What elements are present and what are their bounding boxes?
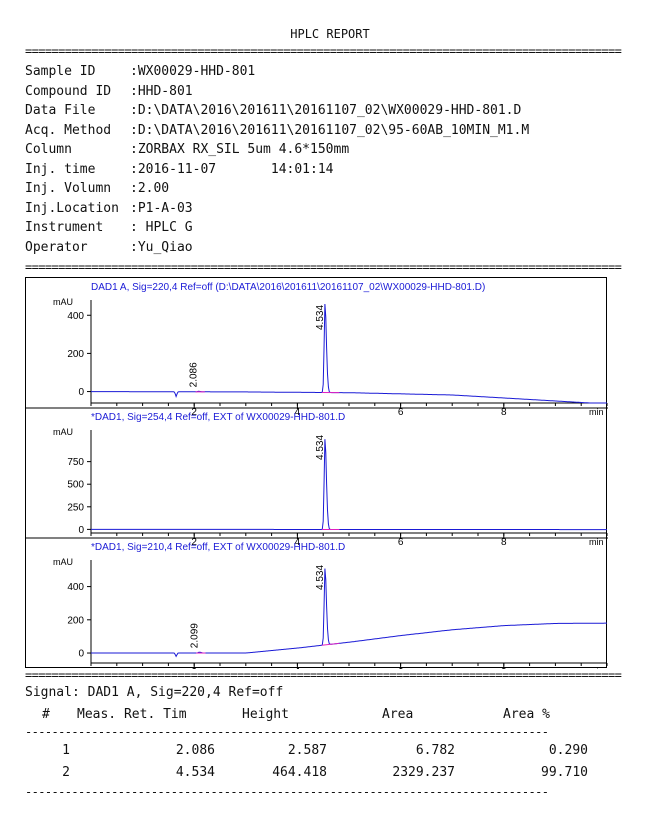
signal-trace — [91, 568, 607, 658]
signal-line: Signal: DAD1 A, Sig=220,4 Ref=off — [25, 685, 284, 700]
signal-trace — [91, 303, 607, 404]
y-axis-label: mAU — [53, 557, 73, 567]
y-axis-label: mAU — [53, 297, 73, 307]
header-ret-time: Meas. Ret. Tim — [77, 707, 187, 722]
sample-info-value: :HHD-801 — [130, 83, 193, 99]
sample-info-label: Compound ID — [25, 83, 112, 99]
x-tick-label: 6 — [398, 407, 404, 418]
y-tick-label: 0 — [78, 525, 84, 536]
sample-info-value: : HPLC G — [130, 220, 193, 235]
sample-info-row: Inj. time :2016-11-07 14:01:14 — [25, 162, 334, 177]
separator-bottom: ========================================… — [25, 668, 622, 682]
table-cell-area-pct: 0.290 — [548, 743, 588, 758]
y-axis-label: mAU — [53, 427, 73, 437]
chart-title: *DAD1, Sig=254,4 Ref=off, EXT of WX00029… — [91, 412, 345, 423]
sample-info-label: Inj. Volumn — [25, 181, 112, 196]
x-tick-label: 2 — [191, 407, 197, 418]
sample-info-label: Operator — [25, 239, 88, 255]
sample-info-value: :2016-11-07 14:01:14 — [130, 161, 334, 177]
x-tick-label: 6 — [398, 667, 404, 669]
chromatogram-frame: DAD1 A, Sig=220,4 Ref=off (D:\DATA\2016\… — [25, 277, 608, 669]
y-tick-label: 500 — [67, 480, 84, 491]
table-cell-height: 2.587 — [287, 743, 327, 758]
x-tick-label: 4 — [295, 667, 301, 669]
header-area-pct: Area % — [503, 707, 550, 722]
header-area: Area — [382, 707, 414, 722]
x-tick-label: 2 — [191, 667, 197, 669]
table-cell-area-pct: 99.710 — [541, 765, 588, 780]
sample-info-value: :Yu_Qiao — [130, 239, 193, 255]
separator-top: ========================================… — [25, 44, 622, 58]
table-cell-height: 464.418 — [272, 765, 327, 780]
x-tick-label: 8 — [501, 537, 507, 548]
sample-info-label: Sample ID — [25, 64, 96, 79]
sample-info-value: :D:\DATA\2016\201611\20161107_02\95-60AB… — [130, 122, 530, 138]
y-tick-label: 200 — [67, 615, 84, 626]
x-axis-label: min — [589, 667, 604, 669]
peak-label: 2.086 — [189, 362, 200, 387]
chart-title: *DAD1, Sig=210,4 Ref=off, EXT of WX00029… — [91, 542, 345, 553]
x-axis-label: min — [589, 407, 604, 417]
sample-info-value: :P1-A-03 — [130, 200, 193, 216]
sample-info-label: Inj. time — [25, 161, 96, 177]
sample-info-row: Sample ID :WX00029-HHD-801 — [25, 64, 255, 79]
y-tick-label: 250 — [67, 502, 84, 513]
table-cell-area: 6.782 — [415, 743, 455, 758]
sample-info-row: Acq. Method :D:\DATA\2016\201611\20161107… — [25, 123, 529, 138]
sample-info-label: Acq. Method — [25, 122, 112, 138]
integration-baseline — [321, 642, 340, 646]
header-num: # — [42, 707, 50, 722]
y-tick-label: 400 — [67, 582, 84, 593]
sample-info-value: :ZORBAX RX_SIL 5um 4.6*150mm — [130, 142, 350, 157]
table-cell-num: 1 — [62, 743, 70, 758]
sample-info-label: Instrument — [25, 220, 104, 235]
sample-info-row: Data File :D:\DATA\2016\201611\20161107_0… — [25, 103, 521, 118]
sample-info-row: Compound ID :HHD-801 — [25, 84, 193, 99]
table-cell-rt: 2.086 — [175, 743, 215, 758]
x-tick-label: 8 — [501, 407, 507, 418]
y-tick-label: 0 — [78, 387, 84, 398]
header-height: Height — [242, 707, 289, 722]
peak-label: 4.534 — [315, 435, 326, 460]
x-tick-label: 8 — [501, 667, 507, 669]
x-tick-label: 2 — [191, 537, 197, 548]
y-tick-label: 750 — [67, 457, 84, 468]
table-cell-area: 2329.237 — [392, 765, 455, 780]
y-tick-label: 0 — [78, 649, 84, 660]
x-tick-label: 4 — [295, 537, 301, 548]
chromatograms: DAD1 A, Sig=220,4 Ref=off (D:\DATA\2016\… — [26, 282, 608, 669]
table-separator-bottom: ----------------------------------------… — [25, 785, 549, 799]
sample-info-label: Inj.Location — [25, 200, 119, 216]
report-title: HPLC REPORT — [290, 27, 370, 41]
peak-label: 4.534 — [315, 565, 326, 590]
table-separator-top: ----------------------------------------… — [25, 725, 549, 739]
chart-title: DAD1 A, Sig=220,4 Ref=off (D:\DATA\2016\… — [91, 282, 485, 293]
sample-info-row: Operator :Yu_Qiao — [25, 240, 193, 255]
sample-info-value: :2.00 — [130, 181, 170, 196]
y-tick-label: 200 — [67, 349, 84, 360]
x-axis-label: min — [589, 537, 604, 547]
sample-info-row: Column :ZORBAX RX_SIL 5um 4.6*150mm — [25, 142, 349, 157]
sample-info-value: :D:\DATA\2016\201611\20161107_02\WX00029… — [130, 103, 522, 118]
sample-info-row: Inj.Location :P1-A-03 — [25, 201, 193, 216]
sample-info-value: :WX00029-HHD-801 — [130, 64, 256, 79]
sample-info-label: Column — [25, 142, 72, 157]
sample-info-label: Data File — [25, 103, 96, 118]
sample-info-row: Inj. Volumn :2.00 — [25, 181, 169, 196]
x-tick-label: 6 — [398, 537, 404, 548]
signal-trace — [91, 439, 607, 531]
peak-label: 4.534 — [315, 305, 326, 330]
peak-label: 2.099 — [189, 623, 200, 648]
table-cell-num: 2 — [62, 765, 70, 780]
separator-mid: ========================================… — [25, 260, 622, 274]
x-tick-label: 4 — [295, 407, 301, 418]
sample-info-row: Instrument : HPLC G — [25, 220, 193, 235]
table-cell-rt: 4.534 — [175, 765, 215, 780]
y-tick-label: 400 — [67, 311, 84, 322]
